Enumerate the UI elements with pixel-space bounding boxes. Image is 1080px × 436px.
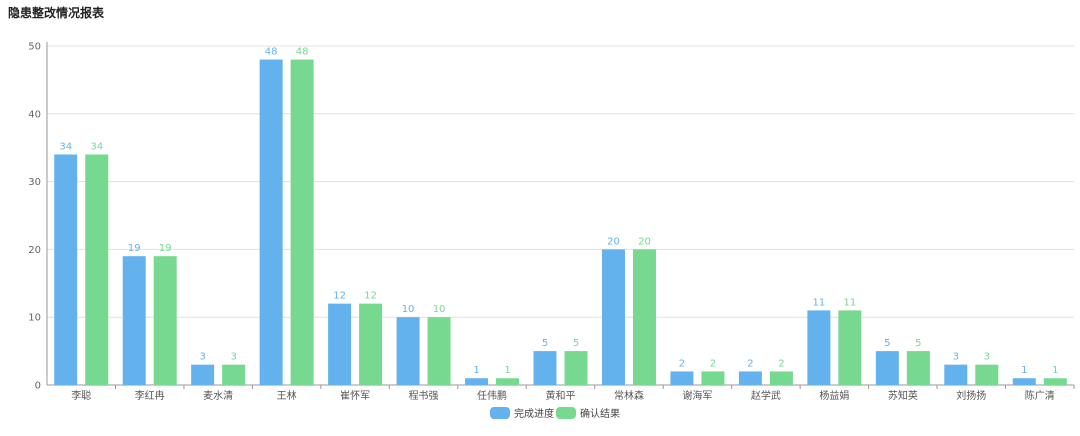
data-label: 34: [90, 141, 103, 152]
x-tick-label: 麦水清: [203, 389, 233, 402]
bar-progress: [601, 249, 625, 385]
x-tick-label: 任伟鹏: [477, 389, 507, 402]
x-tick-label: 杨益娟: [819, 389, 849, 402]
data-label: 1: [504, 365, 510, 376]
bar-confirmed: [222, 364, 246, 385]
x-tick-label: 黄和平: [546, 389, 576, 402]
data-label: 3: [953, 352, 959, 363]
data-label: 3: [199, 352, 205, 363]
x-tick-label: 李红冉: [135, 389, 165, 402]
y-tick-label: 20: [28, 245, 41, 256]
bar-confirmed: [632, 249, 656, 385]
bar-progress: [1012, 378, 1036, 385]
bar-progress: [396, 317, 420, 385]
x-tick-label: 陈广清: [1025, 389, 1055, 402]
data-label: 12: [333, 291, 346, 302]
x-tick-label: 王林: [277, 389, 297, 402]
data-label: 20: [638, 236, 651, 247]
bar-confirmed: [564, 351, 588, 385]
x-tick-label: 苏知英: [888, 389, 918, 402]
bar-confirmed: [701, 371, 725, 385]
legend-label: 确认结果: [580, 407, 620, 420]
bar-progress: [875, 351, 899, 385]
data-label: 5: [542, 338, 548, 349]
data-label: 1: [1052, 365, 1058, 376]
bar-progress: [944, 364, 968, 385]
bar-confirmed: [1043, 378, 1067, 385]
y-tick-label: 30: [28, 177, 41, 188]
bar-progress: [670, 371, 694, 385]
data-label: 2: [679, 358, 685, 369]
data-label: 10: [433, 304, 446, 315]
y-tick-label: 40: [28, 109, 41, 120]
x-tick-label: 刘扬扬: [956, 389, 986, 402]
bar-confirmed: [427, 317, 451, 385]
bar-confirmed: [85, 154, 109, 385]
bar-confirmed: [906, 351, 930, 385]
bar-progress: [54, 154, 78, 385]
x-tick-label: 程书强: [409, 390, 439, 402]
x-tick-label: 赵学武: [751, 389, 781, 402]
bar-confirmed: [975, 364, 999, 385]
data-label: 11: [843, 297, 856, 308]
bar-progress: [465, 378, 489, 385]
data-label: 48: [296, 47, 309, 58]
data-label: 48: [265, 47, 278, 58]
chart-title: 隐患整改情况报表: [8, 6, 105, 20]
data-label: 3: [230, 352, 236, 363]
data-label: 19: [128, 243, 141, 254]
data-label: 5: [884, 338, 890, 349]
bar-confirmed: [496, 378, 520, 385]
data-label: 10: [402, 304, 415, 315]
y-tick-label: 0: [35, 381, 41, 392]
bar-progress: [807, 310, 831, 385]
bar-confirmed: [359, 303, 383, 385]
data-label: 3: [984, 352, 990, 363]
x-tick-label: 崔怀军: [340, 389, 370, 402]
x-tick-label: 谢海军: [682, 389, 712, 402]
bar-progress: [259, 59, 283, 386]
legend-swatch: [490, 407, 510, 419]
data-label: 19: [159, 243, 172, 254]
bar-progress: [533, 351, 557, 385]
data-label: 5: [915, 338, 921, 349]
bar-confirmed: [838, 310, 862, 385]
data-label: 2: [747, 358, 753, 369]
data-label: 34: [59, 141, 72, 152]
x-tick-label: 常林森: [614, 389, 644, 402]
legend-label: 完成进度: [514, 407, 554, 420]
bar-progress: [328, 303, 352, 385]
x-tick-label: 李聪: [71, 389, 91, 402]
data-label: 2: [710, 358, 716, 369]
bar-confirmed: [290, 59, 314, 386]
bar-progress: [122, 256, 146, 385]
y-tick-label: 50: [28, 42, 41, 53]
data-label: 20: [607, 236, 620, 247]
bar-progress: [738, 371, 762, 385]
bar-confirmed: [153, 256, 177, 385]
data-label: 1: [473, 365, 479, 376]
data-label: 12: [364, 291, 377, 302]
y-tick-label: 10: [28, 313, 41, 324]
data-label: 11: [812, 297, 825, 308]
data-label: 1: [1021, 365, 1027, 376]
bar-confirmed: [769, 371, 793, 385]
data-label: 5: [573, 338, 579, 349]
data-label: 2: [778, 358, 784, 369]
bar-progress: [191, 364, 215, 385]
legend-swatch: [556, 407, 576, 419]
